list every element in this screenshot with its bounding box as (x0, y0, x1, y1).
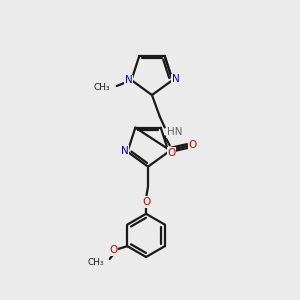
Text: N: N (172, 74, 179, 84)
Text: HN: HN (167, 127, 182, 137)
Text: N: N (124, 75, 132, 85)
Text: O: O (142, 197, 150, 207)
Text: O: O (188, 140, 196, 150)
Text: O: O (110, 245, 118, 255)
Text: N: N (121, 146, 128, 156)
Text: CH₃: CH₃ (87, 258, 104, 267)
Text: CH₃: CH₃ (93, 83, 110, 92)
Text: O: O (167, 148, 175, 158)
